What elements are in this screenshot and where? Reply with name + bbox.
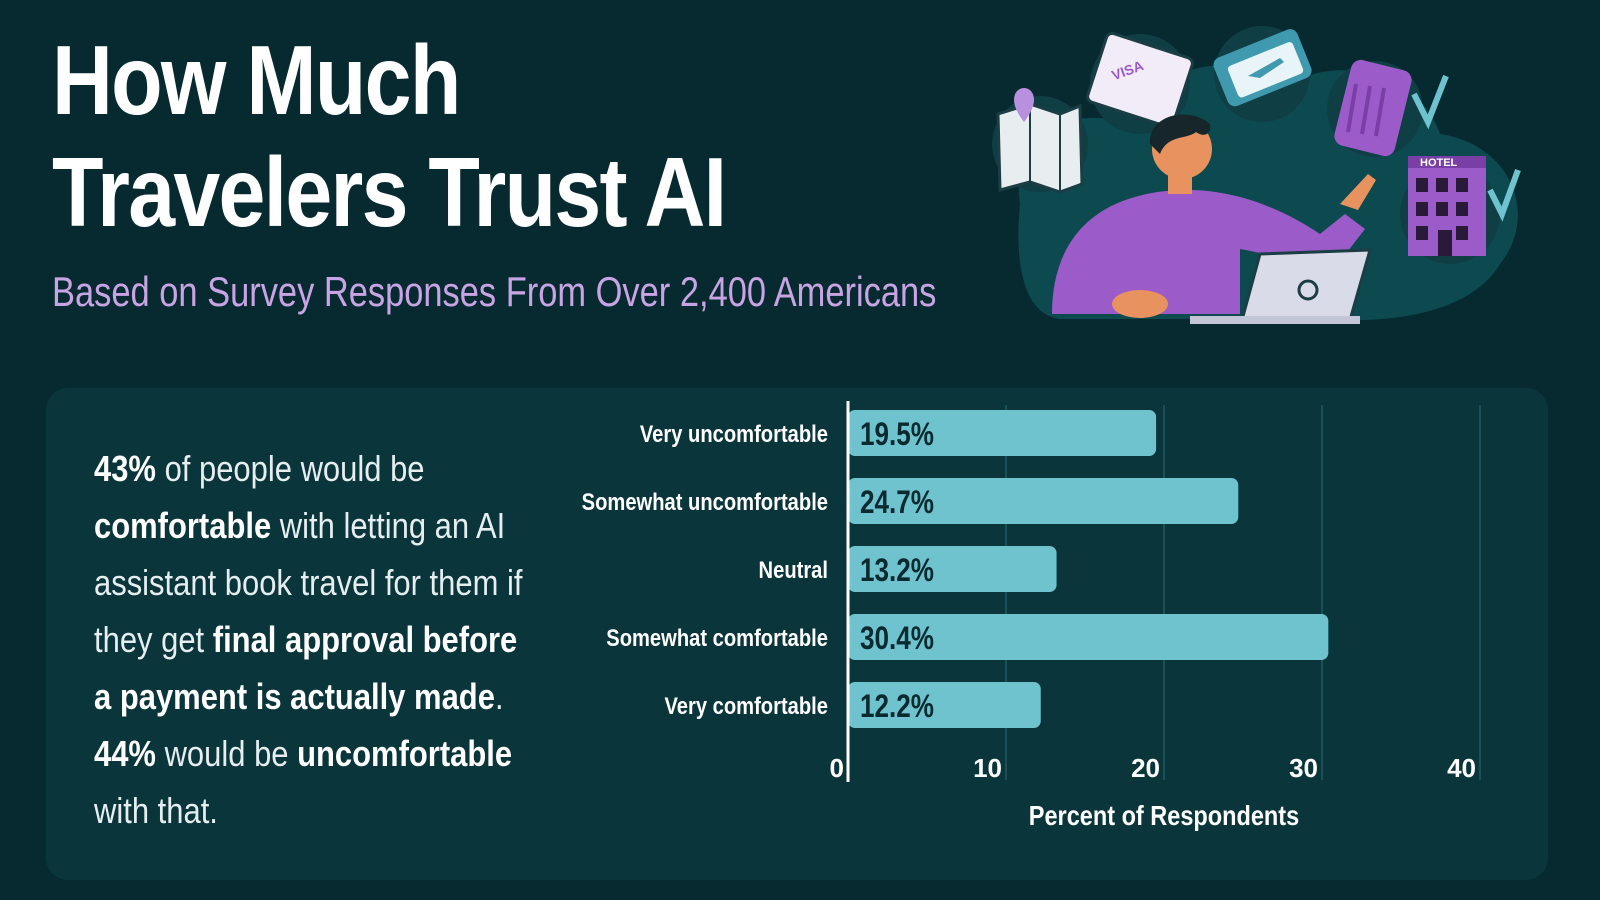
bar-3 (848, 614, 1329, 660)
bar-2 (848, 546, 1057, 592)
bar-value-label-1: 24.7% (860, 484, 934, 520)
title-line-1: How Much (52, 25, 461, 135)
plane-ticket-icon (1213, 26, 1312, 122)
hotel-sign-label: HOTEL (1420, 157, 1458, 169)
callout-text-2: with letting an AI assistant book travel… (94, 505, 523, 660)
bar-value-label-0: 19.5% (860, 416, 934, 452)
callout-stat-uncomfortable: 44% (94, 733, 156, 774)
bar-0 (848, 410, 1157, 456)
bar-value-label-3: 30.4% (860, 620, 934, 656)
traveler-illustration: VISA HOTEL (992, 26, 1521, 324)
x-tick-label-0: 0 (830, 753, 844, 783)
category-label-2: Neutral (759, 556, 828, 583)
title-line-2: Travelers Trust AI (52, 137, 727, 247)
callout-text: 43% of people would be comfortable with … (94, 440, 541, 839)
laptop-icon (1190, 248, 1373, 324)
bar-1 (848, 478, 1239, 524)
checkmark-icon (1487, 168, 1521, 222)
callout-emphasis-uncomfortable: uncomfortable (297, 733, 513, 774)
callout-emphasis-comfortable: comfortable (94, 505, 272, 546)
x-axis-label: Percent of Respondents (1029, 801, 1299, 831)
category-label-0: Very uncomfortable (640, 420, 828, 447)
page-title: How Much Travelers Trust AI (52, 24, 727, 248)
bar-4 (848, 682, 1041, 728)
suitcase-icon (1327, 59, 1449, 157)
x-tick-label-40: 40 (1447, 753, 1476, 783)
callout-text-1: of people would be (155, 448, 425, 489)
passport-icon: VISA (1086, 31, 1194, 134)
callout-text-4: would be (155, 733, 298, 774)
traveler-person (1052, 114, 1376, 318)
callout-stat-comfortable: 43% (94, 448, 156, 489)
page-subtitle: Based on Survey Responses From Over 2,40… (52, 268, 937, 315)
category-label-3: Somewhat comfortable (606, 624, 828, 651)
category-label-4: Very comfortable (664, 692, 828, 719)
callout-emphasis-approval: final approval before a payment is actua… (94, 619, 518, 717)
x-tick-label-30: 30 (1289, 753, 1318, 783)
map-icon (992, 88, 1088, 194)
callout-text-5: with that. (94, 790, 218, 831)
bar-value-label-2: 13.2% (860, 552, 934, 588)
x-tick-label-10: 10 (973, 753, 1002, 783)
comfort-bar-chart: 19.5% Very uncomfortable 24.7% Somewhat unc… (582, 401, 1481, 831)
callout-text-3: . (494, 676, 504, 717)
hotel-icon: HOTEL (1400, 156, 1521, 264)
bar-value-label-4: 12.2% (860, 688, 934, 724)
category-label-1: Somewhat uncomfortable (582, 488, 828, 515)
x-tick-label-20: 20 (1131, 753, 1160, 783)
